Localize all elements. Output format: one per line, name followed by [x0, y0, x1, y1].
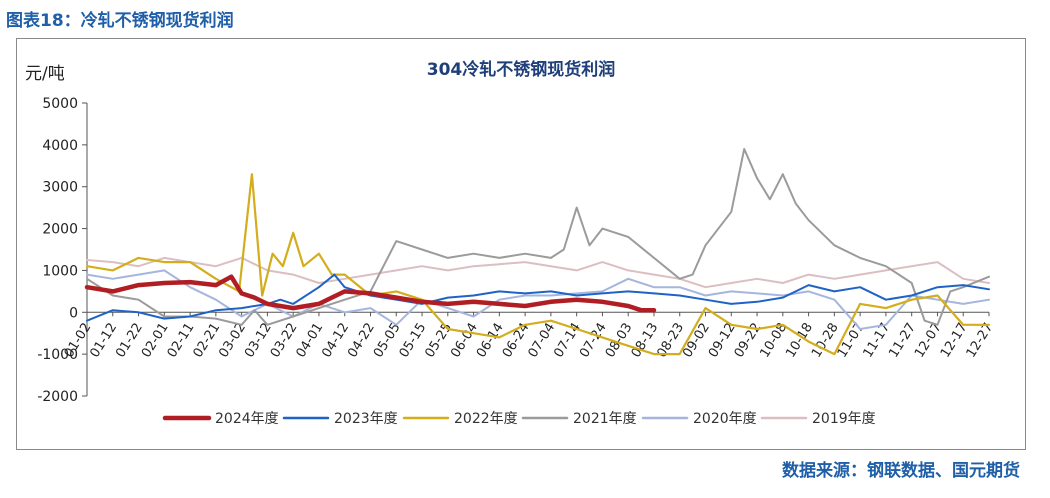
series-line-2024年度 [84, 274, 657, 313]
profit-line-chart: 304冷轧不锈钢现货利润 元/吨 -2000 -1000 0 1000 2000 3000… [25, 59, 997, 427]
legend-label: 2023年度 [334, 411, 398, 427]
chart-title: 304冷轧不锈钢现货利润 [427, 59, 616, 80]
series-line-2020年度 [86, 269, 990, 330]
x-tick-label: 12-27 [964, 320, 997, 360]
legend-label: 2020年度 [693, 411, 757, 427]
y-axis-unit: 元/吨 [25, 64, 65, 84]
series-line-2022年度 [85, 173, 991, 356]
y-axis: -2000 -1000 0 1000 2000 3000 4000 5000 [37, 96, 88, 405]
y-tick-label: 1000 [42, 263, 78, 279]
y-tick-label: -1000 [37, 347, 78, 363]
legend-label: 2022年度 [454, 411, 518, 427]
series-line-2021年度 [86, 148, 990, 326]
legend-label: 2024年度 [215, 411, 279, 427]
legend: 2024年度 2023年度 2022年度 2021年度 2020年度 2019年度 [162, 411, 876, 427]
series-line-2023年度 [86, 273, 990, 322]
y-tick-label: 5000 [42, 96, 78, 112]
data-source: 数据来源：钢联数据、国元期货 [782, 461, 1020, 481]
y-tick-label: 3000 [42, 180, 78, 196]
legend-label: 2021年度 [573, 411, 637, 427]
series-layer [84, 148, 991, 356]
series-line-2019年度 [86, 256, 990, 289]
y-tick-label: 4000 [42, 138, 78, 154]
y-tick-label: 2000 [42, 222, 78, 238]
y-tick-label: -2000 [37, 389, 78, 405]
x-axis: 01-0201-1201-2202-0102-1102-2103-0203-12… [62, 311, 997, 360]
figure-label: 图表18：冷轧不锈钢现货利润 [6, 11, 234, 31]
chart-frame: 304冷轧不锈钢现货利润 元/吨 -2000 -1000 0 1000 2000 3000… [16, 38, 1026, 450]
legend-label: 2019年度 [812, 411, 876, 427]
y-tick-label: 0 [69, 305, 78, 321]
